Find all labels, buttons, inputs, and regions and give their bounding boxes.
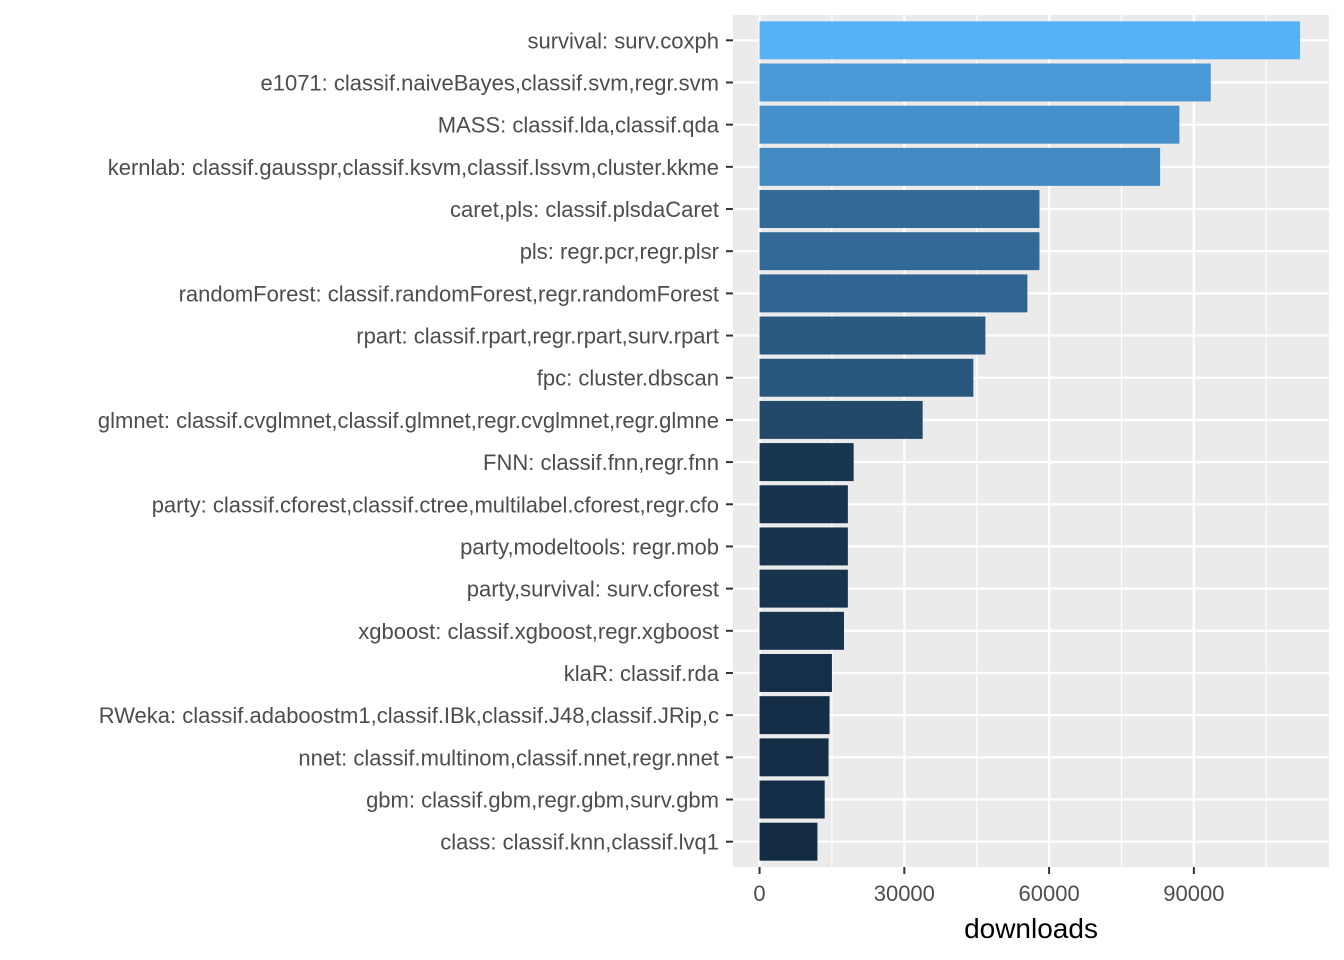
bar: [759, 696, 830, 735]
bar: [759, 400, 923, 439]
y-tick-label: class: classif.knn,classif.lvq1: [440, 830, 719, 855]
y-axis-ticks: [726, 39, 733, 843]
y-tick-label: MASS: classif.lda,classif.qda: [438, 113, 720, 138]
bar: [759, 63, 1211, 102]
bar: [759, 485, 848, 524]
bar: [759, 738, 829, 777]
bar: [759, 611, 844, 650]
bar: [759, 569, 848, 608]
y-tick-label: glmnet: classif.cvglmnet,classif.glmnet,…: [98, 408, 719, 433]
bar: [759, 105, 1180, 144]
bar: [759, 443, 854, 482]
bar: [759, 147, 1161, 186]
x-tick-label: 90000: [1163, 881, 1224, 906]
bar: [759, 527, 848, 566]
y-tick-label: RWeka: classif.adaboostm1,classif.IBk,cl…: [99, 703, 719, 728]
y-tick-label: party,modeltools: regr.mob: [460, 534, 719, 559]
x-tick-label: 60000: [1019, 881, 1080, 906]
x-axis-title: downloads: [964, 913, 1098, 944]
bar: [759, 654, 832, 692]
y-tick-label: survival: surv.coxph: [527, 28, 719, 53]
y-axis-labels: survival: surv.coxph e1071: classif.naive…: [98, 28, 720, 854]
x-axis-labels: 0 30000 60000 90000: [753, 881, 1224, 906]
y-tick-label: randomForest: classif.randomForest,regr.…: [179, 281, 719, 306]
x-axis-ticks: [758, 867, 1195, 874]
y-tick-label: party,survival: surv.cforest: [467, 577, 719, 602]
bar: [759, 190, 1040, 228]
x-tick-label: 30000: [874, 881, 935, 906]
y-tick-label: rpart: classif.rpart,regr.rpart,surv.rpa…: [356, 324, 719, 349]
y-tick-label: kernlab: classif.gausspr,classif.ksvm,cl…: [108, 155, 719, 180]
y-tick-label: klaR: classif.rda: [564, 661, 720, 686]
y-tick-label: e1071: classif.naiveBayes,classif.svm,re…: [260, 70, 719, 95]
bar: [759, 358, 974, 397]
bar: [759, 316, 986, 355]
y-tick-label: FNN: classif.fnn,regr.fnn: [483, 450, 719, 475]
bar: [759, 822, 818, 861]
bar: [759, 21, 1301, 60]
y-tick-label: nnet: classif.multinom,classif.nnet,regr…: [298, 745, 719, 770]
x-tick-label: 0: [753, 881, 765, 906]
y-tick-label: fpc: cluster.dbscan: [537, 366, 719, 391]
bars: [759, 21, 1301, 861]
y-tick-label: gbm: classif.gbm,regr.gbm,surv.gbm: [366, 788, 719, 813]
y-tick-label: caret,pls: classif.plsdaCaret: [450, 197, 719, 222]
bar: [759, 274, 1028, 313]
y-tick-label: pls: regr.pcr,regr.plsr: [520, 239, 719, 264]
bar: [759, 780, 825, 819]
bar: [759, 232, 1040, 271]
y-tick-label: party: classif.cforest,classif.ctree,mul…: [152, 492, 719, 517]
y-tick-label: xgboost: classif.xgboost,regr.xgboost: [358, 619, 719, 644]
